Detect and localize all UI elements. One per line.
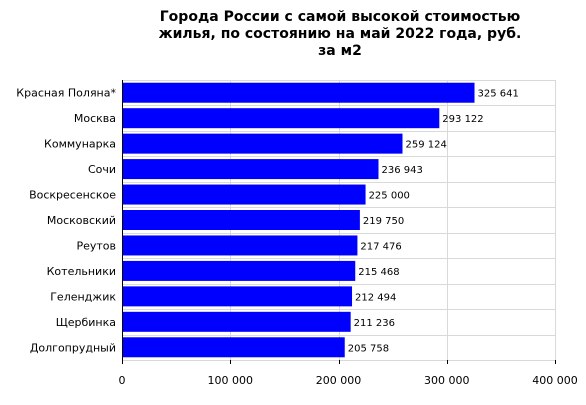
bar-9: [122, 311, 351, 332]
value-label-7: 215 468: [358, 267, 399, 278]
category-label-4: Воскресенское: [29, 189, 116, 202]
value-label-3: 236 943: [381, 165, 422, 176]
bar-1: [122, 108, 440, 129]
x-tick-label-0: 0: [119, 374, 126, 387]
value-label-6: 217 476: [360, 241, 401, 252]
category-label-9: Щербинка: [56, 316, 116, 329]
value-label-0: 325 641: [478, 89, 519, 100]
category-label-10: Долгопрудный: [30, 341, 116, 354]
bar-6: [122, 235, 358, 256]
bar-10: [122, 337, 345, 358]
category-label-6: Реутов: [76, 239, 116, 252]
chart-title-line-1: Города России с самой высокой стоимостью: [159, 9, 521, 25]
chart-title: Города России с самой высокой стоимостью…: [120, 9, 560, 60]
category-label-0: Красная Поляна*: [16, 87, 116, 100]
value-label-10: 205 758: [348, 343, 389, 354]
x-tick-label-4: 400 000: [532, 374, 578, 387]
bar-3: [122, 159, 379, 180]
category-label-8: Геленджик: [50, 290, 116, 303]
category-label-5: Московский: [47, 214, 116, 227]
value-label-8: 212 494: [355, 292, 396, 303]
x-tick-label-3: 300 000: [424, 374, 470, 387]
bar-7: [122, 260, 356, 281]
category-label-2: Коммунарка: [44, 138, 116, 151]
x-tick-label-2: 200 000: [316, 374, 362, 387]
chart-title-line-3: за м2: [318, 43, 362, 59]
category-label-3: Сочи: [88, 163, 116, 176]
bar-4: [122, 184, 366, 205]
value-label-1: 293 122: [442, 114, 483, 125]
value-label-2: 259 124: [406, 140, 447, 151]
bar-0: [122, 82, 475, 103]
bar-5: [122, 210, 360, 230]
bar-2: [122, 133, 403, 154]
value-label-4: 225 000: [369, 191, 410, 202]
value-label-5: 219 750: [363, 216, 404, 227]
chart-title-line-2: жилья, по состоянию на май 2022 года, ру…: [158, 26, 522, 42]
x-tick-label-1: 100 000: [208, 374, 254, 387]
category-label-7: Котельники: [47, 265, 116, 278]
value-label-9: 211 236: [354, 318, 395, 329]
category-label-1: Москва: [74, 112, 116, 125]
bar-8: [122, 286, 353, 307]
